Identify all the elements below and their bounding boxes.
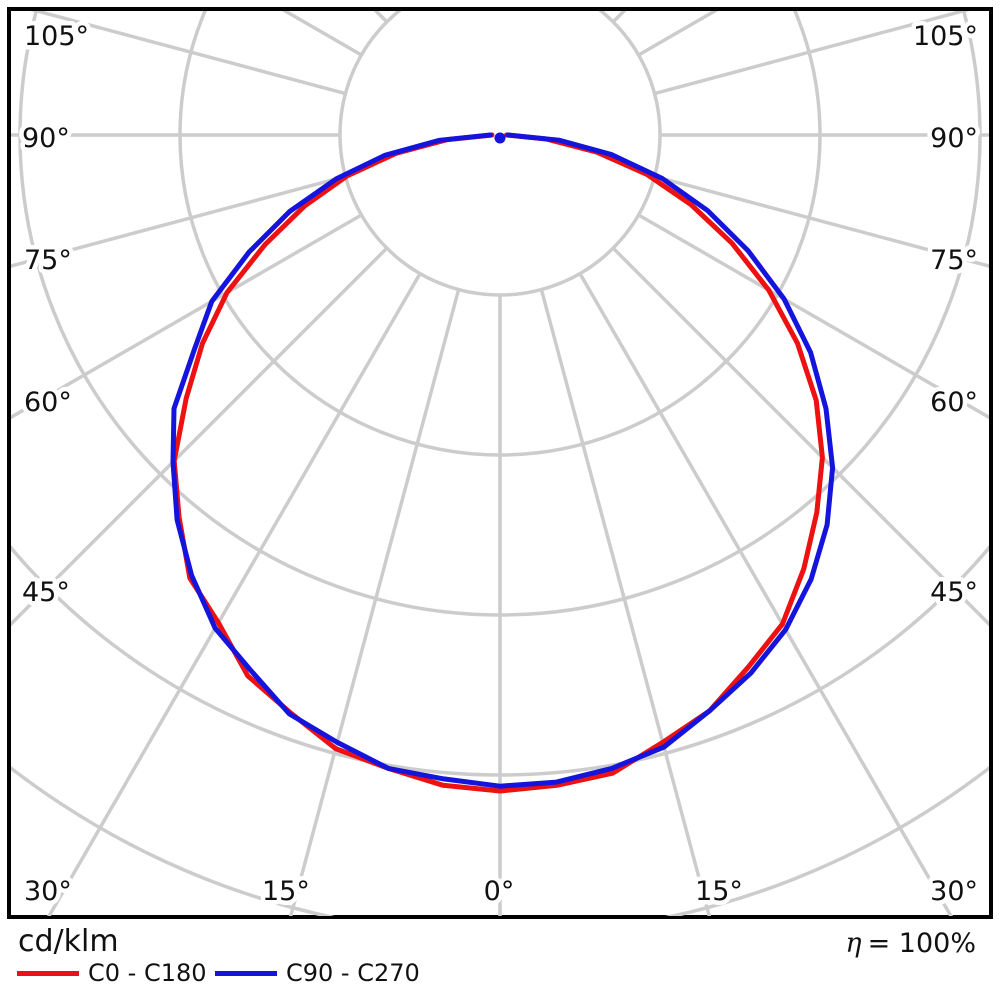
curve-c0-c180: [171, 132, 825, 794]
angle-label: 30°: [930, 876, 978, 907]
origin-dot: [494, 132, 506, 144]
curve-c90-c270: [170, 132, 836, 789]
grid-radial-line: [288, 289, 461, 916]
grid-radial-line: [11, 213, 363, 420]
grid-radial-line: [30, 11, 346, 96]
angle-label: 30°: [24, 876, 72, 907]
grid-radial-line: [539, 289, 712, 916]
legend-item-c90-c270: C90 - C270: [215, 958, 420, 988]
angle-label: 60°: [930, 387, 978, 418]
grid-radial-line: [11, 246, 389, 627]
grid-radial-line: [611, 246, 989, 627]
legend: C0 - C180 C90 - C270: [0, 958, 700, 992]
angle-label: 75°: [930, 245, 978, 276]
c90-c270-line-swatch: [215, 970, 277, 976]
grid-radial-line: [654, 11, 970, 96]
unit-label: cd/klm: [18, 924, 119, 959]
angle-label: 105°: [24, 21, 89, 52]
legend-label-c0-c180: C0 - C180: [88, 959, 207, 987]
angle-label: 15°: [695, 876, 743, 907]
grid-radial-line: [47, 272, 422, 916]
grid-radial-line: [637, 213, 989, 420]
eta-value: = 100%: [867, 928, 976, 959]
polar-photometric-chart: 105° 90° 75° 60° 45° 105° 90° 75° 60° 45° 30° 15° 0°…: [7, 7, 993, 919]
angle-label: 0°: [484, 876, 515, 907]
angle-label: 75°: [24, 245, 72, 276]
angle-label: 90°: [930, 123, 978, 154]
angle-label: 45°: [930, 577, 978, 608]
legend-item-c0-c180: C0 - C180: [17, 958, 207, 988]
eta-symbol: η: [845, 928, 862, 959]
angle-label: 60°: [24, 387, 72, 418]
legend-label-c90-c270: C90 - C270: [286, 959, 420, 987]
angle-label: 45°: [22, 577, 70, 608]
efficiency-value: η = 100%: [845, 928, 976, 959]
c0-c180-line-swatch: [17, 970, 79, 976]
angle-label: 105°: [913, 21, 978, 52]
angle-label: 15°: [262, 876, 310, 907]
grid-radial-line: [578, 272, 953, 916]
grid-radial-line: [654, 174, 989, 268]
plot-area: 105° 90° 75° 60° 45° 105° 90° 75° 60° 45° 30° 15° 0°…: [11, 11, 989, 916]
angle-label: 90°: [22, 123, 70, 154]
grid-radial-line: [11, 174, 346, 268]
